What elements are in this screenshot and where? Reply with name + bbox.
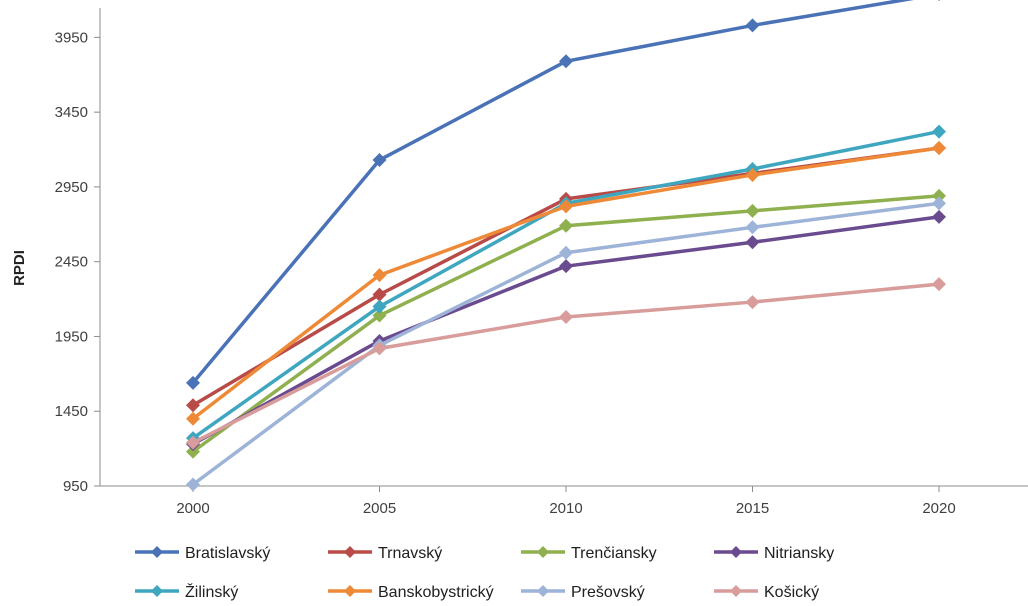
legend-item: Nitriansky [714, 545, 834, 562]
data-point-marker [372, 153, 387, 168]
legend-marker-swatch [344, 585, 356, 597]
legend-label: Žilinský [185, 582, 238, 601]
legend-marker-swatch [151, 585, 163, 597]
data-point-marker [745, 295, 760, 310]
x-tick-label: 2000 [176, 500, 209, 517]
legend-item: Košický [714, 584, 819, 601]
y-tick-label: 1950 [55, 328, 88, 345]
data-point-marker [559, 310, 573, 325]
legend-item: Žilinský [135, 582, 238, 601]
legend-label: Nitriansky [764, 545, 834, 562]
series-line [192, 146, 940, 407]
data-point-marker [372, 287, 387, 302]
legend-item: Trnavský [328, 545, 442, 562]
legend-label: Trnavský [378, 545, 442, 562]
legend-label: Banskobystrický [378, 584, 494, 601]
data-point-marker [186, 435, 200, 450]
data-point-marker [932, 124, 946, 139]
data-point-marker [745, 18, 760, 33]
legend-label: Prešovský [571, 584, 645, 601]
data-point-marker [186, 411, 200, 426]
legend-marker-swatch [730, 585, 742, 597]
y-tick-label: 1450 [55, 403, 88, 420]
legend-label: Bratislavský [185, 545, 270, 562]
x-tick-label: 2020 [922, 500, 955, 517]
x-tick-label: 2015 [736, 500, 769, 517]
y-tick-label: 2450 [55, 254, 88, 271]
data-point-marker [186, 444, 200, 459]
legend-marker-swatch [730, 546, 742, 558]
plot-area: 950 1450 1950 2450 2950 3450 3950 2000 2005 2010 2… [55, 0, 1028, 517]
data-point-marker [745, 220, 760, 235]
data-point-marker [186, 477, 200, 492]
series-line [191, 201, 940, 486]
legend-item: Banskobystrický [328, 584, 494, 601]
data-point-marker [932, 141, 946, 156]
y-tick-label: 3450 [55, 104, 88, 121]
data-point-marker [745, 203, 760, 218]
legend-item: Prešovský [521, 584, 645, 601]
data-point-marker [186, 398, 200, 413]
legend-label: Trenčiansky [571, 545, 657, 562]
legend: Bratislavský Trnavský Trenčiansky Nitriansk… [135, 545, 834, 601]
series-line [191, 146, 940, 421]
data-point-marker [372, 268, 387, 283]
x-tick-label: 2010 [549, 500, 582, 517]
y-axis-label: RPDI [11, 250, 28, 286]
data-point-marker [932, 196, 946, 211]
data-point-marker [372, 341, 387, 356]
data-point-marker [932, 277, 946, 292]
data-point-marker [937, 0, 941, 2]
series-line [192, 282, 940, 445]
data-point-marker [559, 218, 573, 233]
legend-item: Bratislavský [135, 545, 270, 562]
data-point-marker [559, 245, 573, 260]
data-point-marker [559, 259, 573, 274]
legend-item: Trenčiansky [521, 545, 657, 562]
data-point-marker [932, 209, 946, 224]
legend-marker-swatch [344, 546, 356, 558]
y-tick-label: 950 [63, 478, 88, 495]
data-point-marker [745, 235, 760, 250]
legend-marker-swatch [537, 546, 549, 558]
data-point-marker [372, 299, 387, 314]
data-point-marker [932, 188, 946, 203]
data-point-marker [186, 375, 200, 390]
legend-label: Košický [764, 584, 819, 601]
series-line [191, 129, 940, 440]
x-tick-label: 2005 [363, 500, 396, 517]
data-point-marker [559, 54, 573, 69]
y-tick-label: 3950 [55, 29, 88, 46]
y-tick-label: 2950 [55, 179, 88, 196]
legend-marker-swatch [537, 585, 549, 597]
legend-marker-swatch [151, 546, 163, 558]
data-point-marker [559, 199, 573, 214]
data-point-marker [745, 167, 760, 182]
data-point-marker [372, 308, 387, 323]
